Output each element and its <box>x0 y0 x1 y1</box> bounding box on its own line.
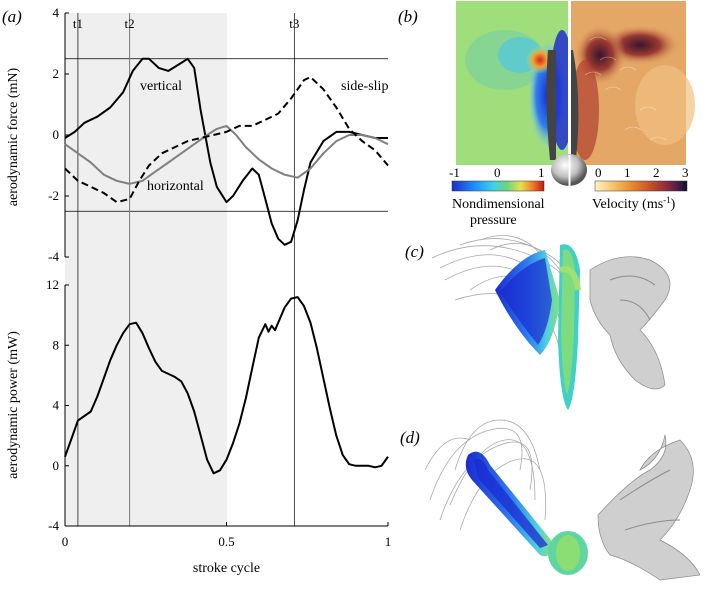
pressure-tick-2: 1 <box>538 165 545 180</box>
series-horizontal <box>64 124 389 185</box>
power-y-tick-label: -4 <box>48 518 59 533</box>
pressure-label-line2: pressure <box>470 213 517 228</box>
series-label-horizontal: horizontal <box>147 179 204 194</box>
velocity-tick-2: 2 <box>653 165 660 180</box>
power-series-line <box>64 296 389 475</box>
panel-label-b: (b) <box>398 7 418 26</box>
power-y-tick-label: 12 <box>46 277 59 292</box>
power-x-tick-label: 1 <box>385 534 392 549</box>
velocity-tick-3: 3 <box>682 165 689 180</box>
velocity-tick-0: 0 <box>595 165 602 180</box>
force-y-axis-label: aerodynamic force (mN) <box>6 67 21 206</box>
time-marker-label-t2: t2 <box>125 16 135 31</box>
time-marker-label-t3: t3 <box>289 16 299 31</box>
panel-c-image <box>431 235 671 410</box>
force-y-tick-label: 4 <box>53 5 60 20</box>
force-y-tick-label: 0 <box>53 127 60 142</box>
power-x-tick-label: 0 <box>62 534 69 549</box>
velocity-tick-1: 1 <box>624 165 631 180</box>
power-y-tick-label: 4 <box>53 398 60 413</box>
force-y-tick-label: -2 <box>48 188 59 203</box>
power-x-tick-label: 0.5 <box>218 534 234 549</box>
series-side-slip <box>64 76 389 204</box>
velocity-label: Velocity (ms-1) <box>592 195 676 212</box>
pressure-tick-0: -1 <box>449 165 460 180</box>
velocity-colorbar <box>594 180 688 192</box>
power-x-axis-label: stroke cycle <box>193 561 260 576</box>
panel-label-d: (d) <box>400 428 420 447</box>
panel-label-a: (a) <box>2 7 22 26</box>
power-y-tick-label: 0 <box>53 458 60 473</box>
force-y-tick-label: -4 <box>48 249 59 264</box>
pressure-colorbar <box>451 180 545 192</box>
power-y-axis-label: aerodynamic power (mW) <box>6 331 21 479</box>
pressure-label-line1: Nondimensional <box>452 197 545 212</box>
force-plot: 4 2 0 -2 -4 t1 t2 t3 vertical horizontal side-slip… <box>6 5 389 526</box>
pressure-tick-1: 0 <box>494 165 501 180</box>
time-marker-label-t1: t1 <box>73 16 83 31</box>
series-label-side-slip: side-slip <box>341 79 388 94</box>
panel-b-image <box>456 1 695 195</box>
force-y-tick-label: 2 <box>53 66 60 81</box>
power-y-tick-label: 8 <box>53 337 60 352</box>
series-vertical <box>64 57 388 246</box>
panel-d-image <box>424 419 701 581</box>
series-label-vertical: vertical <box>140 79 182 94</box>
panel-label-c: (c) <box>405 242 424 261</box>
shaded-region <box>65 13 227 526</box>
